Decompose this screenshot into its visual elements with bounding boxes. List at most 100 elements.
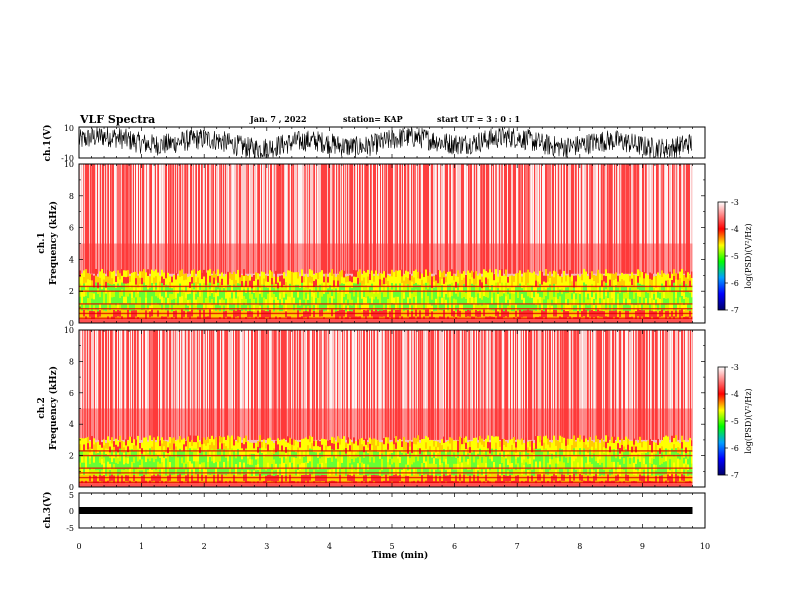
spectrogram-column (397, 164, 398, 274)
spectrogram-column (422, 164, 423, 274)
spectrogram-column (188, 330, 189, 440)
spectrogram-column (222, 330, 223, 440)
spectrogram-cell (463, 271, 465, 279)
spectrogram-column (536, 164, 537, 274)
spectrogram-cell (123, 296, 125, 304)
spectrogram-cell (433, 311, 435, 318)
spectrogram-column (499, 330, 500, 440)
spectrogram-column (315, 330, 316, 440)
spectrogram-cell (141, 475, 143, 482)
spectrogram-cell (189, 299, 191, 306)
spectrogram-column (303, 164, 304, 274)
spectrogram-column (170, 330, 171, 440)
spectrogram-column (510, 164, 511, 274)
spectrogram-cell (683, 274, 685, 282)
spectrogram-cell (473, 303, 475, 311)
spectrogram-column (310, 164, 311, 274)
spectrogram-cell (125, 277, 127, 285)
spectrogram-cell (99, 277, 101, 285)
spectrogram-column (653, 164, 654, 274)
spectrogram-cell (385, 277, 387, 285)
spectrogram-column (399, 164, 400, 274)
spectrogram-cell (331, 436, 333, 444)
spectrogram-cell (283, 272, 285, 280)
spectrogram-cell (173, 437, 175, 445)
spectrogram-cell (689, 280, 691, 288)
spectrogram-cell (289, 270, 291, 278)
spectrogram-column (431, 330, 432, 440)
spectrogram-cell (175, 279, 177, 287)
spectrogram-cell (427, 296, 429, 304)
spectrogram-cell (357, 290, 359, 298)
spectrogram-cell (667, 286, 669, 293)
spectrogram-cell (329, 297, 331, 305)
spectrogram-column (456, 330, 457, 440)
spectrogram-cell (331, 302, 333, 311)
spectrogram-cell (449, 271, 451, 279)
spectrogram-column (112, 330, 113, 440)
spectrogram-cell (591, 290, 593, 298)
spectrogram-cell (295, 278, 297, 286)
spectrogram-cell (525, 272, 527, 280)
spectrogram-cell (329, 439, 331, 447)
spectrogram-column (578, 330, 579, 440)
spectrogram-cell (155, 475, 157, 482)
spectrogram-cell (337, 292, 339, 300)
spectrogram-cell (95, 459, 97, 466)
spectrogram-cell (637, 269, 639, 277)
spectrogram-cell (221, 285, 223, 292)
spectrogram-column (274, 164, 275, 274)
spectrogram-cell (645, 298, 647, 305)
spectrogram-cell (217, 289, 219, 297)
spectrogram-column (548, 164, 549, 274)
spectrogram-cell (439, 303, 441, 311)
spectrogram-cell (139, 284, 141, 292)
spectrogram-column (160, 164, 161, 274)
spectrogram-cell (123, 290, 125, 298)
spectrogram-cell (523, 304, 525, 311)
spectrogram-cell (113, 464, 115, 471)
spectrogram-cell (257, 446, 259, 454)
spectrogram-column (625, 164, 626, 274)
spectrogram-cell (207, 449, 209, 457)
spectrogram-column (691, 330, 692, 440)
spectrogram-cell (597, 296, 599, 304)
spectrogram-column (271, 330, 272, 440)
spectrogram-column (209, 164, 210, 274)
spectrogram-column (262, 164, 263, 274)
spectrogram-cell (143, 275, 145, 284)
spectrogram-cell (353, 276, 355, 284)
spectrogram-cell (503, 281, 505, 288)
spectrogram-cell (289, 437, 291, 445)
spectrogram-column (417, 164, 418, 274)
spectrogram-cell (189, 276, 191, 283)
spectrogram-column (231, 164, 232, 274)
spectrogram-column (216, 164, 217, 274)
spectrogram-column (629, 164, 630, 274)
spectrogram-column (168, 164, 169, 274)
spectrogram-cell (663, 291, 665, 299)
spectrogram-cell (377, 311, 379, 318)
spectrogram-cell (591, 284, 593, 292)
ch1-colorbar (717, 201, 726, 311)
spectrogram-column (421, 330, 422, 440)
spectrogram-column (403, 164, 404, 274)
spectrogram-cell (649, 304, 651, 311)
spectrogram-cell (141, 459, 143, 466)
spectrogram-column (500, 330, 501, 440)
spectrogram-column (535, 330, 536, 440)
spectrogram-cell (337, 467, 339, 475)
spectrogram-cell (99, 297, 101, 305)
spectrogram-column (123, 164, 124, 274)
spectrogram-column (567, 330, 568, 440)
spectrogram-column (372, 164, 373, 274)
spectrogram-column (394, 330, 395, 440)
spectrogram-column (484, 330, 485, 440)
spectrogram-column (225, 164, 226, 274)
spectrogram-cell (129, 455, 131, 463)
spectrogram-cell (599, 304, 601, 312)
spectrogram-cell (493, 274, 495, 281)
spectrogram-cell (307, 294, 309, 301)
spectrogram-cell (323, 293, 325, 301)
spectrogram-cell (533, 271, 535, 279)
